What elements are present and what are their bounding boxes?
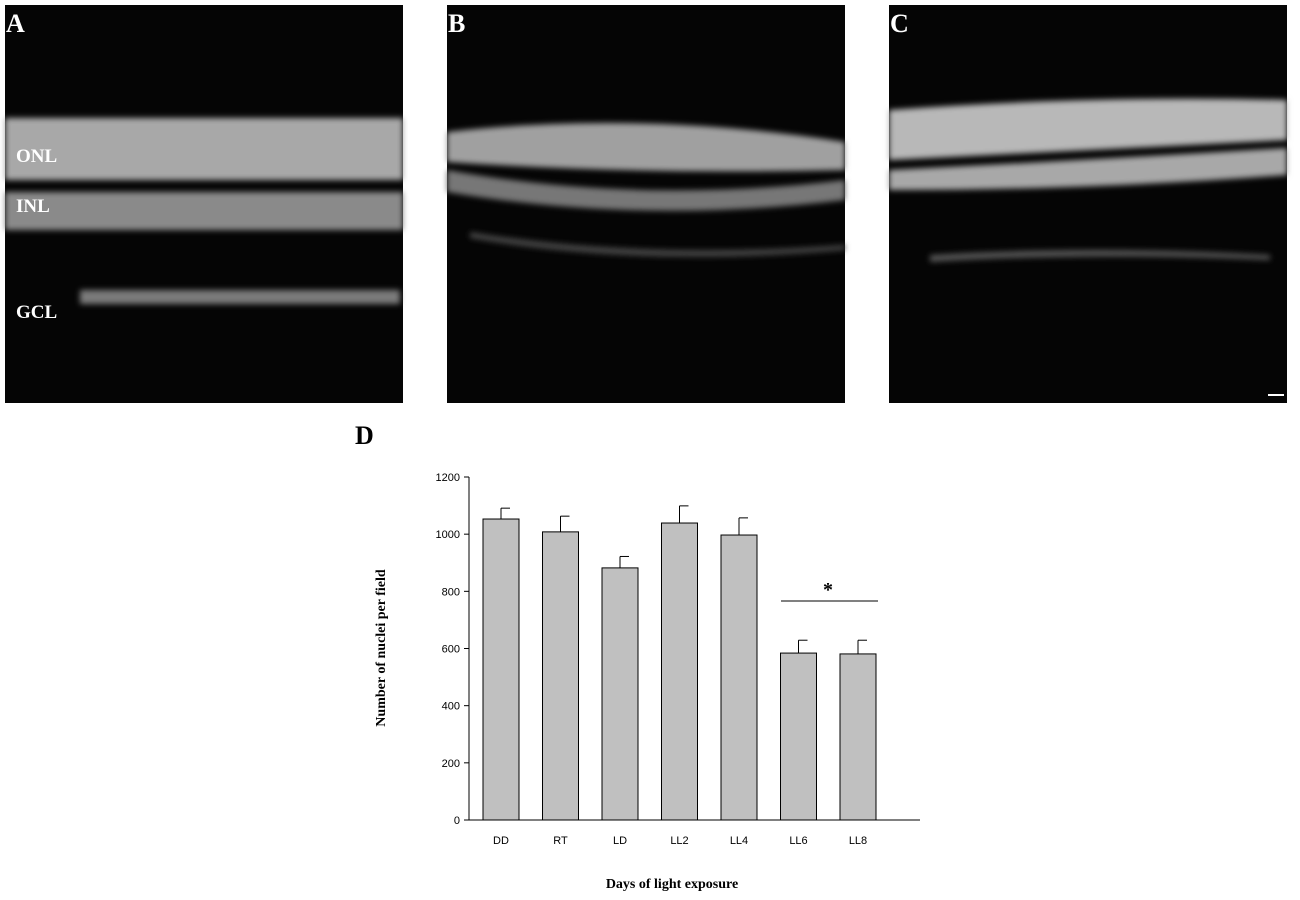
y-tick-label: 1000 [436, 529, 460, 541]
y-tick-label: 1200 [436, 472, 460, 484]
y-tick-label: 800 [442, 586, 460, 598]
bar [839, 653, 877, 821]
layer-label: ONL [16, 146, 57, 167]
y-tick-label: 600 [442, 644, 460, 656]
x-tick-label: LD [613, 835, 627, 847]
y-tick-label: 200 [442, 758, 460, 770]
layer-label: INL [16, 196, 50, 217]
x-tick-label: LL8 [849, 835, 867, 847]
y-tick-label: 0 [454, 815, 460, 827]
panel-label: C [890, 9, 909, 38]
bar [542, 531, 579, 821]
x-tick-label: LL2 [670, 835, 688, 847]
x-tick-label: LL4 [730, 835, 748, 847]
x-tick-label: DD [493, 835, 509, 847]
y-axis-label: Number of nuclei per field [374, 569, 389, 727]
panel-label: D [355, 421, 374, 450]
bar [482, 518, 520, 821]
significance-mark: * [823, 579, 833, 601]
micrograph-b [447, 5, 845, 403]
panel-label: A [6, 9, 25, 38]
micrograph-c [889, 5, 1287, 403]
layer-label: GCL [16, 302, 57, 323]
x-tick-label: LL6 [789, 835, 807, 847]
panel-label: B [448, 9, 465, 38]
y-tick-label: 400 [442, 701, 460, 713]
bar [601, 567, 639, 821]
bar [780, 652, 817, 821]
x-tick-label: RT [553, 835, 568, 847]
bar [720, 534, 758, 821]
bar [661, 522, 698, 821]
micrograph-a [5, 5, 403, 403]
x-axis-label: Days of light exposure [606, 877, 738, 892]
